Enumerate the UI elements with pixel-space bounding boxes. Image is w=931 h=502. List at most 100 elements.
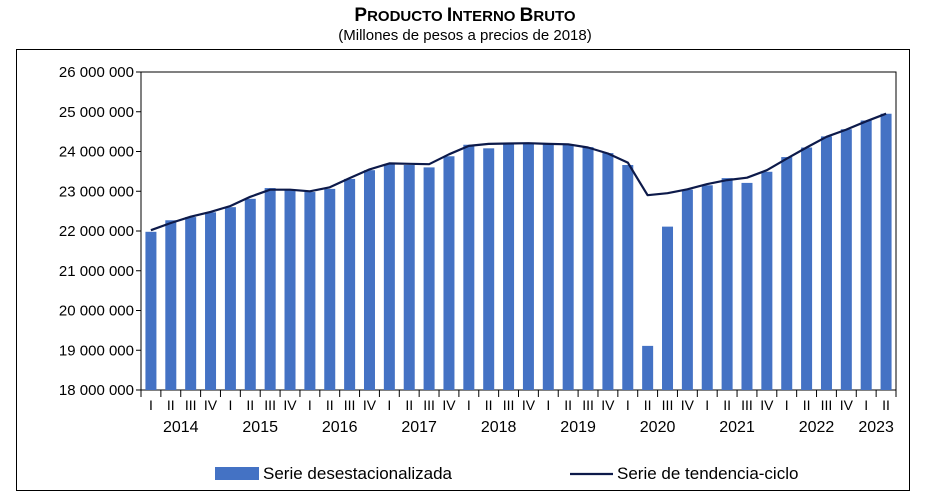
year-label: 2021 (719, 419, 755, 436)
year-label: 2014 (163, 419, 199, 436)
bar (463, 144, 475, 390)
quarter-label: III (503, 397, 515, 413)
y-tick-label: 20 000 000 (59, 303, 134, 320)
trend-line (150, 112, 887, 232)
quarter-label: IV (601, 397, 615, 413)
bar (781, 157, 793, 390)
quarter-label: II (167, 397, 175, 413)
quarter-label: II (246, 397, 254, 413)
bar (860, 120, 872, 391)
quarter-label: IV (840, 397, 854, 413)
bar (403, 165, 415, 390)
quarter-label: I (387, 397, 391, 413)
bar (443, 156, 455, 390)
quarter-label: I (785, 397, 789, 413)
chart-title: PRODUCTO INTERNO BRUTO (354, 5, 576, 26)
quarter-label: I (308, 397, 312, 413)
legend-label-bars: Serie desestacionalizada (263, 464, 453, 483)
bar (145, 231, 157, 390)
legend-swatch-bars (215, 467, 259, 480)
quarter-label: II (644, 397, 652, 413)
quarter-label: I (149, 397, 153, 413)
bar (542, 143, 554, 390)
bar (880, 113, 892, 391)
quarter-label: III (423, 397, 435, 413)
y-tick-label: 26 000 000 (59, 64, 134, 81)
chart-border (16, 49, 910, 491)
quarter-label: III (662, 397, 674, 413)
bar (761, 171, 773, 390)
quarter-label: IV (283, 397, 297, 413)
year-label: 2020 (640, 419, 676, 436)
quarter-label: II (723, 397, 731, 413)
y-tick-label: 22 000 000 (59, 223, 134, 240)
bar (165, 220, 177, 390)
x-axis: I II III IV I II III IV I II III IV I II III IV I II III IV… (140, 390, 897, 436)
year-label: 2019 (560, 419, 596, 436)
quarter-label: II (485, 397, 493, 413)
bars-series (145, 113, 892, 391)
bar (483, 148, 495, 390)
bar (840, 129, 852, 391)
y-tick-label: 23 000 000 (59, 183, 134, 200)
bar (304, 192, 316, 390)
quarter-label: II (564, 397, 572, 413)
bar (681, 189, 693, 390)
quarter-label: I (864, 397, 868, 413)
bar (224, 207, 236, 390)
bar (562, 144, 574, 390)
year-label: 2023 (858, 419, 894, 436)
bar (383, 164, 395, 390)
year-label: 2017 (401, 419, 437, 436)
bar (801, 147, 813, 390)
bar (582, 147, 594, 390)
bar (642, 345, 654, 390)
y-tick-label: 18 000 000 (59, 382, 134, 399)
quarter-label: IV (442, 397, 456, 413)
quarter-label: I (546, 397, 550, 413)
bar (503, 144, 515, 390)
legend: Serie desestacionalizada Serie de tendenc… (215, 464, 798, 483)
y-tick-label: 25 000 000 (59, 104, 134, 121)
bar (423, 167, 435, 390)
bar (662, 226, 674, 390)
bar (602, 153, 614, 390)
bar (205, 212, 217, 390)
quarter-label: IV (681, 397, 695, 413)
quarter-label: IV (522, 397, 536, 413)
quarter-label: I (705, 397, 709, 413)
quarter-label: IV (363, 397, 377, 413)
y-tick-label: 19 000 000 (59, 342, 134, 359)
quarter-label: II (326, 397, 334, 413)
bar (622, 165, 634, 390)
bar (820, 136, 832, 390)
bar (344, 178, 356, 390)
bar (741, 182, 753, 390)
trend-line-series (150, 112, 887, 232)
quarter-label: III (741, 397, 753, 413)
bar (284, 190, 296, 390)
legend-label-line: Serie de tendencia-ciclo (617, 464, 798, 483)
bar (324, 188, 336, 390)
y-axis: 18 000 000 19 000 000 20 000 000 21 000 000… (59, 64, 141, 399)
quarter-label: III (185, 397, 197, 413)
quarter-label: II (405, 397, 413, 413)
quarter-label: II (803, 397, 811, 413)
quarter-label: III (344, 397, 356, 413)
bar (185, 217, 197, 390)
quarter-label: I (467, 397, 471, 413)
year-label: 2016 (322, 419, 358, 436)
y-tick-label: 24 000 000 (59, 144, 134, 161)
quarter-label: IV (760, 397, 774, 413)
quarter-label: II (882, 397, 890, 413)
quarter-label: IV (204, 397, 218, 413)
quarter-label: III (821, 397, 833, 413)
quarter-label: I (626, 397, 630, 413)
bar (701, 185, 713, 390)
quarter-label: I (228, 397, 232, 413)
quarter-label: III (264, 397, 276, 413)
year-label: 2015 (242, 419, 278, 436)
bar (264, 188, 276, 390)
quarter-label: III (582, 397, 594, 413)
